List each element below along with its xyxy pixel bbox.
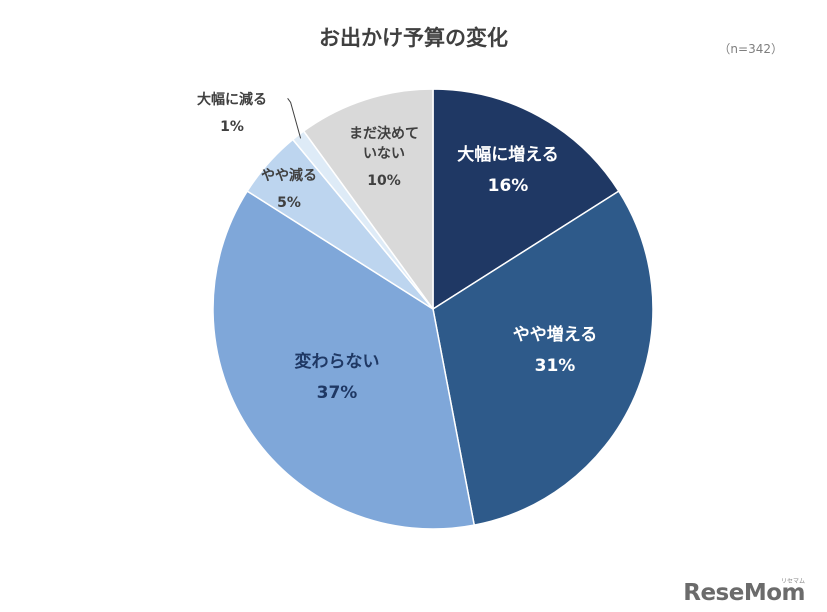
slice-value-label: 10%	[367, 173, 401, 189]
pie-slice	[302, 88, 434, 312]
slice-label-group: 大幅に増える 16%	[457, 144, 559, 196]
slice-label-group: やや増える 31%	[513, 324, 598, 376]
slice-value-label: 37%	[317, 383, 358, 403]
slice-value-label: 1%	[220, 119, 244, 135]
slice-label: やや減る	[261, 167, 317, 184]
sample-size-note: （n=342）	[718, 42, 783, 56]
pie-slice	[212, 190, 476, 530]
slice-label: 変わらない	[295, 351, 380, 372]
slice-label: いない	[363, 146, 405, 162]
logo-kana: リセマム	[780, 578, 805, 585]
logo-text: ReseMom	[683, 580, 805, 606]
chart-title: お出かけ予算の変化	[319, 26, 508, 50]
slice-label: まだ決めて	[349, 125, 419, 142]
slice-label: 大幅に減る	[197, 91, 267, 108]
slice-label-group: 大幅に減る 1%	[197, 91, 267, 135]
pie-slice	[432, 190, 654, 526]
slice-label-group: 変わらない 37%	[295, 351, 380, 403]
slice-label: 大幅に増える	[457, 144, 559, 165]
slice-value-label: 5%	[277, 195, 301, 211]
leader-line	[287, 98, 302, 139]
slice-label-group: やや減る 5%	[261, 167, 317, 211]
resemom-logo: ReseMom リセマム	[683, 578, 805, 606]
slice-value-label: 16%	[488, 176, 529, 196]
slice-value-label: 31%	[535, 356, 576, 376]
slice-label: やや増える	[513, 324, 598, 345]
pie-slice	[432, 88, 620, 311]
